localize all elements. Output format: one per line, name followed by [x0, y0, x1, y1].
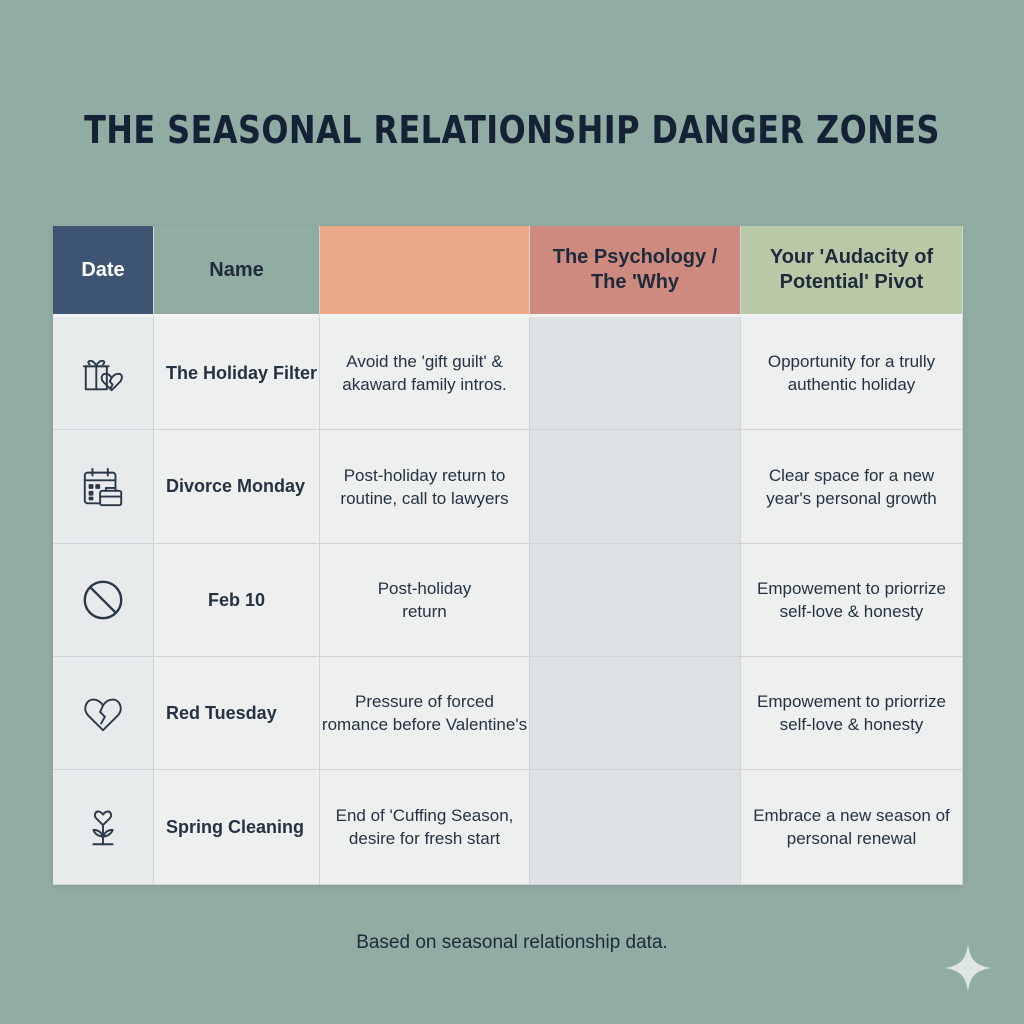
header-description: [320, 226, 530, 317]
row-pivot: Clear space for a new year's personal gr…: [741, 430, 963, 544]
row-psychology: [530, 317, 741, 430]
row-psychology: [530, 544, 741, 657]
row-description: Avoid the 'gift guilt' & akaward family …: [320, 317, 530, 430]
row-name: Red Tuesday: [154, 657, 320, 770]
broken-heart-icon: [53, 657, 154, 770]
heart-flower-icon: [53, 770, 154, 885]
row-psychology: [530, 770, 741, 885]
row-psychology: [530, 430, 741, 544]
header-psychology: The Psychology / The 'Why: [530, 226, 741, 317]
row-name: Spring Cleaning: [154, 770, 320, 885]
sparkle-icon: [944, 944, 992, 992]
page-title: THE SEASONAL RELATIONSHIP DANGER ZONES: [84, 108, 940, 152]
row-description: End of 'Cuffing Season, desire for fresh…: [320, 770, 530, 885]
row-pivot: Opportunity for a trully authentic holid…: [741, 317, 963, 430]
header-pivot: Your 'Audacity of Potential' Pivot: [741, 226, 963, 317]
danger-zones-table: Date Name The Psychology / The 'Why Your…: [53, 226, 963, 885]
row-name: The Holiday Filter: [154, 317, 320, 430]
row-pivot: Empowement to priorrize self-love & hone…: [741, 657, 963, 770]
row-name: Feb 10: [154, 544, 320, 657]
row-description: Post-holiday return: [320, 544, 530, 657]
row-description: Pressure of forced romance before Valent…: [320, 657, 530, 770]
row-psychology: [530, 657, 741, 770]
row-pivot: Embrace a new season of personal renewal: [741, 770, 963, 885]
calendar-briefcase-icon: [53, 430, 154, 544]
gift-broken-heart-icon: [53, 317, 154, 430]
prohibited-icon: [53, 544, 154, 657]
header-name: Name: [154, 226, 320, 317]
row-name: Divorce Monday: [154, 430, 320, 544]
row-pivot: Empowement to priorrize self-love & hone…: [741, 544, 963, 657]
header-date: Date: [53, 226, 154, 317]
footer-note: Based on seasonal relationship data.: [356, 932, 668, 953]
row-description: Post-holiday return to routine, call to …: [320, 430, 530, 544]
